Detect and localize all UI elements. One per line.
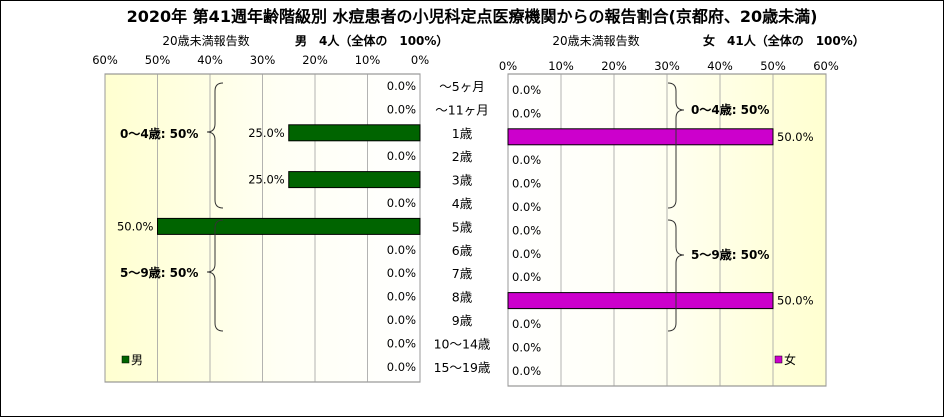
category-label: 5歳 (452, 219, 473, 234)
left-value-label: 0.0% (387, 79, 416, 93)
left-tick-label: 0% (411, 53, 429, 67)
right-value-label: 0.0% (512, 270, 541, 284)
left-series-label: 男 4人（全体の 100%） (295, 33, 448, 48)
left-bars (157, 124, 421, 235)
left-bracket-5-9 (206, 219, 224, 332)
right-value-label: 0.0% (512, 223, 541, 237)
left-value-label: 25.0% (248, 173, 285, 187)
left-tick-label: 10% (355, 53, 381, 67)
left-value-label: 0.0% (387, 360, 416, 374)
left-bracket-label-5-9: 5～9歳: 50% (120, 265, 198, 280)
right-value-label: 50.0% (777, 294, 814, 308)
left-value-label: 0.0% (387, 290, 416, 304)
left-axis-title: 20歳未満報告数 (162, 33, 249, 48)
category-label: 10～14歳 (434, 336, 491, 351)
category-label: ～11ヶ月 (435, 102, 488, 117)
left-bar (157, 217, 421, 235)
category-label: 7歳 (452, 266, 473, 281)
left-value-label: 0.0% (387, 313, 416, 327)
category-label: 8歳 (452, 290, 473, 305)
right-tick-labels: 0% 10% 20% 30% 40% 50% 60% (499, 59, 839, 73)
left-legend-swatch (121, 355, 130, 364)
left-tick-label: 50% (145, 53, 171, 67)
left-legend-label: 男 (131, 353, 143, 367)
category-label: 4歳 (452, 196, 473, 211)
right-legend-swatch (774, 355, 783, 364)
left-value-labels: 0.0% 0.0% 25.0% 0.0% 25.0% 0.0% 50.0% 0.0% 0.0% 0… (117, 79, 416, 374)
right-series-label: 女 41人（全体の 100%） (703, 33, 865, 48)
right-tick-label: 20% (601, 59, 627, 73)
right-value-label: 0.0% (512, 317, 541, 331)
left-value-label: 50.0% (117, 219, 154, 233)
category-label: 2歳 (452, 149, 473, 164)
right-bracket-5-9 (667, 219, 685, 332)
right-value-label: 0.0% (512, 83, 541, 97)
left-bracket-0-4 (206, 82, 224, 209)
right-bracket-label-5-9: 5～9歳: 50% (691, 247, 769, 262)
category-label: 3歳 (452, 173, 473, 188)
left-value-label: 25.0% (248, 126, 285, 140)
category-labels: ～5ヶ月 ～11ヶ月 1歳 2歳 3歳 4歳 5歳 6歳 7歳 8歳 9歳 10～14歳 15～19歳 (434, 79, 491, 375)
right-value-label: 0.0% (512, 364, 541, 378)
category-label: 1歳 (452, 126, 473, 141)
left-value-label: 0.0% (387, 266, 416, 280)
right-tick-label: 10% (548, 59, 574, 73)
left-tick-labels: 60% 50% 40% 30% 20% 10% 0% (92, 53, 429, 67)
left-value-label: 0.0% (387, 336, 416, 350)
right-tick-label: 50% (760, 59, 786, 73)
left-tick-label: 60% (92, 53, 118, 67)
right-value-label: 50.0% (777, 130, 814, 144)
right-tick-label: 60% (813, 59, 839, 73)
right-value-label: 0.0% (512, 200, 541, 214)
right-tick-label: 30% (654, 59, 680, 73)
right-bar (507, 128, 774, 146)
category-label: 15～19歳 (434, 360, 491, 375)
category-label: ～5ヶ月 (439, 79, 484, 94)
right-value-label: 0.0% (512, 106, 541, 120)
right-bar (507, 292, 774, 310)
right-legend-label: 女 (784, 352, 796, 367)
category-label: 6歳 (452, 243, 473, 258)
right-tick-label: 40% (707, 59, 733, 73)
left-value-label: 0.0% (387, 149, 416, 163)
left-value-label: 0.0% (387, 102, 416, 116)
right-tick-label: 0% (499, 59, 517, 73)
right-value-labels: 0.0% 0.0% 50.0% 0.0% 0.0% 0.0% 0.0% 0.0% 0.0% 50.… (512, 83, 814, 378)
left-value-label: 0.0% (387, 243, 416, 257)
left-value-label: 0.0% (387, 196, 416, 210)
right-axis-title: 20歳未満報告数 (552, 33, 639, 48)
left-bracket-label-0-4: 0～4歳: 50% (120, 126, 198, 141)
right-value-label: 0.0% (512, 247, 541, 261)
right-value-label: 0.0% (512, 177, 541, 191)
left-tick-label: 40% (197, 53, 223, 67)
right-value-label: 0.0% (512, 340, 541, 354)
chart-title: 2020年 第41週年齢階級別 水痘患者の小児科定点医療機関からの報告割合(京都… (127, 7, 818, 26)
right-bars (507, 128, 774, 310)
category-label: 9歳 (452, 313, 473, 328)
left-tick-label: 20% (302, 53, 328, 67)
left-bar (288, 171, 421, 189)
right-value-label: 0.0% (512, 153, 541, 167)
left-tick-label: 30% (250, 53, 276, 67)
right-bracket-0-4 (667, 82, 685, 209)
left-bar (288, 124, 421, 142)
right-gridlines (507, 74, 827, 386)
right-bracket-label-0-4: 0～4歳: 50% (691, 102, 769, 117)
